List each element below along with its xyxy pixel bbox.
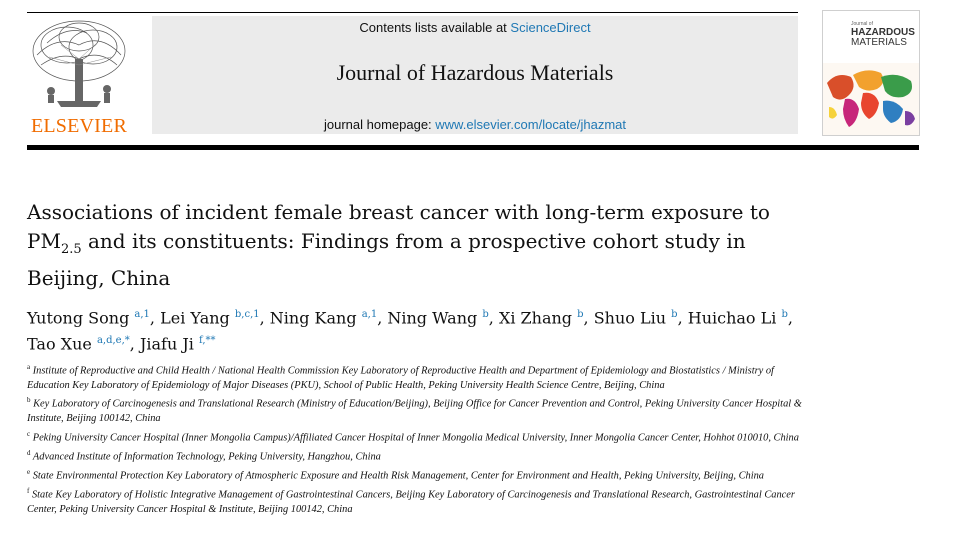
cover-small-text: Journal of [851,21,873,27]
author-name[interactable]: Shuo Liu [593,308,667,328]
elsevier-tree-icon [32,20,126,107]
title-subscript: 2.5 [60,242,82,257]
author-separator: , [488,308,499,328]
author-affil-marker[interactable]: b [671,309,678,320]
affiliation-text: Peking University Cancer Hospital (Inner… [32,432,799,444]
affiliation-list: a Institute of Reproductive and Child He… [27,360,807,517]
elsevier-wordmark: ELSEVIER [30,115,128,137]
title-part2: and its constituents: Findings from a pr… [27,229,746,290]
journal-title: Journal of Hazardous Materials [336,60,614,85]
affiliation-key: d [27,448,31,457]
author-list: Yutong Song a,1, Lei Yang b,c,1, Ning Ka… [27,303,927,356]
author-affil-marker[interactable]: f,** [198,335,216,347]
affiliation-item: a Institute of Reproductive and Child He… [27,360,807,393]
journal-cover-thumbnail[interactable]: Journal of HAZARDOUS MATERIALS [822,10,920,136]
affiliation-item: d Advanced Institute of Information Tech… [27,446,807,465]
author-affil-marker[interactable]: a,1 [134,309,150,320]
header-divider [27,145,919,150]
author-name[interactable]: Jiafu Ji [139,334,194,354]
author-name[interactable]: Huichao Li [687,308,777,328]
author-separator: , [129,334,140,354]
cover-title-line1: HAZARDOUS [851,27,915,38]
journal-masthead: Contents lists available at ScienceDirec… [152,16,798,134]
author-affil-marker[interactable]: b,c,1 [234,309,260,320]
affiliation-item: b Key Laboratory of Carcinogenesis and T… [27,393,807,426]
author-name[interactable]: Ning Kang [269,308,357,328]
homepage-line: journal homepage: www.elsevier.com/locat… [152,117,798,132]
affiliation-key: b [27,396,31,405]
affiliation-key: f [27,486,30,495]
affiliation-text: Key Laboratory of Carcinogenesis and Tra… [27,398,802,425]
elsevier-logo[interactable]: ELSEVIER [27,15,131,137]
affiliation-key: c [27,429,31,438]
title-part1: Associations of incident female breast c… [27,200,770,253]
author-separator: , [677,308,688,328]
author-affil-marker[interactable]: a,d,e,* [96,335,130,347]
sciencedirect-link[interactable]: ScienceDirect [510,20,591,35]
author-name[interactable]: Lei Yang [160,308,230,328]
author-separator: , [583,308,594,328]
cover-world-map-art [823,63,919,135]
cover-title-line2: MATERIALS [851,37,907,48]
homepage-prefix: journal homepage: [323,117,436,132]
author-name[interactable]: Ning Wang [387,308,478,328]
affiliation-item: e State Environmental Protection Key Lab… [27,465,807,484]
author-separator: , [149,308,161,328]
article-title: Associations of incident female breast c… [27,198,817,293]
affiliation-item: f State Key Laboratory of Holistic Integ… [27,484,807,517]
author-affil-marker[interactable]: b [482,309,489,320]
affiliation-key: a [27,363,31,371]
author-separator: , [259,308,270,328]
author-affil-marker[interactable]: b [781,309,788,320]
author-affil-marker[interactable]: a,1 [361,309,378,320]
journal-homepage-link[interactable]: www.elsevier.com/locate/jhazmat [435,117,627,132]
affiliation-text: Institute of Reproductive and Child Heal… [27,365,774,391]
author-affil-marker[interactable]: b [577,309,584,320]
author-separator: , [377,308,388,328]
affiliation-text: State Key Laboratory of Holistic Integra… [27,489,795,515]
affiliation-key: e [27,467,31,476]
author-name[interactable]: Tao Xue [27,334,92,354]
contents-prefix: Contents lists available at [359,20,511,35]
author-separator: , [787,308,793,328]
author-name[interactable]: Yutong Song [27,308,130,328]
top-rule [27,12,798,13]
affiliation-text: State Environmental Protection Key Labor… [32,470,764,482]
contents-line: Contents lists available at ScienceDirec… [152,20,798,35]
affiliation-item: c Peking University Cancer Hospital (Inn… [27,427,807,446]
author-name[interactable]: Xi Zhang [498,308,573,328]
affiliation-text: Advanced Institute of Information Techno… [32,451,381,463]
